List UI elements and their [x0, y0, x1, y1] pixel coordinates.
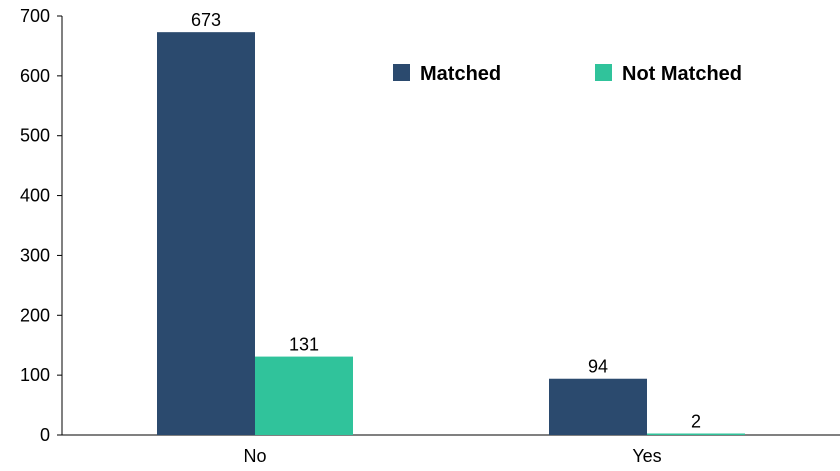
bar-not-matched-no	[255, 356, 353, 435]
data-label-not-matched-yes: 2	[691, 412, 701, 432]
x-axis: No Yes	[62, 434, 840, 466]
y-tick-label: 700	[20, 6, 50, 26]
legend-swatch-matched	[393, 64, 410, 81]
y-tick-label: 400	[20, 186, 50, 206]
x-tick-label: Yes	[632, 446, 661, 466]
legend-swatch-not-matched	[595, 64, 612, 81]
y-tick-label: 100	[20, 365, 50, 385]
legend: Matched Not Matched	[393, 63, 742, 85]
y-tick-label: 500	[20, 126, 50, 146]
legend-label-matched: Matched	[420, 63, 501, 85]
legend-label-not-matched: Not Matched	[622, 63, 742, 85]
y-tick-label: 600	[20, 66, 50, 86]
data-label-not-matched-no: 131	[289, 335, 319, 355]
bar-matched-yes	[549, 378, 647, 435]
y-tick-label: 300	[20, 245, 50, 265]
x-tick-label: No	[243, 446, 266, 466]
y-tick-label: 200	[20, 305, 50, 325]
y-axis: 0 100 200 300 400 500 600 700	[20, 6, 63, 445]
bars: 673 131 94 2	[157, 10, 745, 435]
bar-matched-no	[157, 32, 255, 435]
data-label-matched-no: 673	[191, 10, 221, 30]
data-label-matched-yes: 94	[588, 357, 608, 377]
y-tick-label: 0	[40, 425, 50, 445]
bar-not-matched-yes	[647, 433, 745, 435]
